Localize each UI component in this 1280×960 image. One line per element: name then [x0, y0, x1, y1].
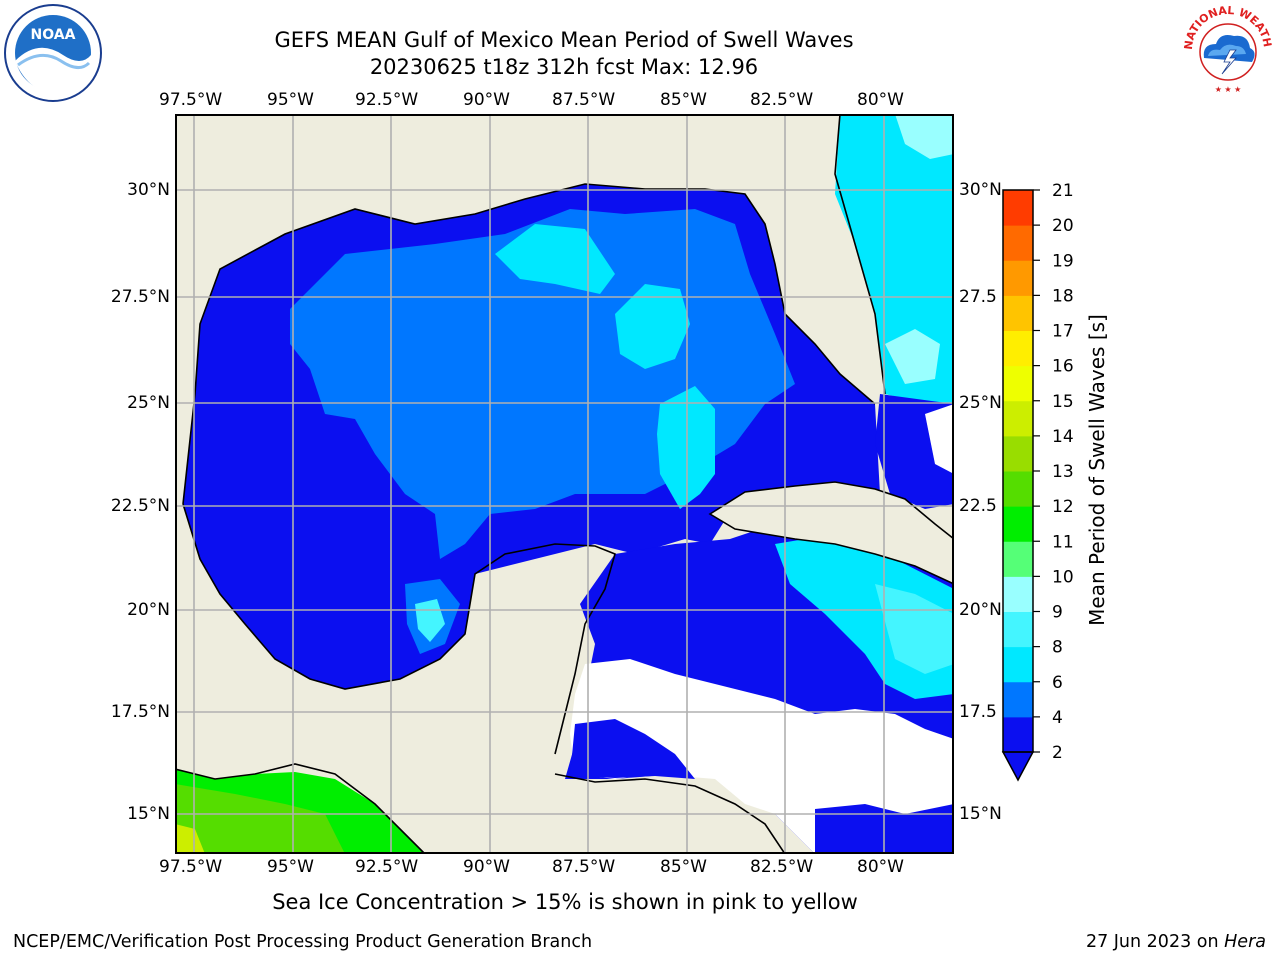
colorbar-label: Mean Period of Swell Waves [s] — [1085, 314, 1109, 626]
lat-label-right: 20°N — [959, 600, 1002, 620]
lon-label-top: 85°W — [660, 90, 707, 110]
colorbar-segment — [1003, 190, 1033, 226]
lon-label-bottom: 82.5°W — [750, 857, 814, 877]
colorbar-tick-label: 9 — [1052, 603, 1063, 623]
lon-label-bottom: 92.5°W — [355, 857, 419, 877]
footer-machine: Hera — [1224, 932, 1266, 952]
colorbar-tick-label: 2 — [1052, 743, 1063, 763]
lon-label-bottom: 95°W — [267, 857, 314, 877]
colorbar-segment — [1003, 506, 1033, 542]
footer-credit: NCEP/EMC/Verification Post Processing Pr… — [13, 932, 593, 952]
map-panel — [175, 114, 954, 854]
chart-title-line2: 20230625 t18z 312h fcst Max: 12.96 — [369, 55, 759, 79]
noaa-logo-text: NOAA — [31, 27, 76, 43]
atlantic-light — [895, 114, 954, 159]
colorbar-segment — [1003, 365, 1033, 402]
gulf-cyan-east — [615, 284, 690, 369]
gulf-cyan-north — [495, 224, 615, 294]
lon-label-top: 90°W — [463, 90, 510, 110]
colorbar-segment — [1003, 716, 1033, 753]
colorbar-segment — [1003, 330, 1033, 367]
footer-date: 27 Jun 2023 on Hera — [1086, 932, 1266, 952]
lat-label-left: 17.5°N — [110, 702, 170, 722]
lat-label-left: 22.5°N — [110, 496, 170, 516]
sea-ice-note: Sea Ice Concentration > 15% is shown in … — [272, 890, 858, 914]
caribbean-blue-b — [570, 719, 695, 779]
lon-label-bottom: 80°W — [857, 857, 904, 877]
colorbar-tick-label: 13 — [1052, 462, 1074, 482]
colorbar-segment — [1003, 400, 1033, 437]
lon-label-top: 87.5°W — [552, 90, 616, 110]
lat-label-right: 27.5 — [959, 287, 997, 307]
colorbar-tick-label: 19 — [1052, 251, 1074, 271]
pacific-yellow — [175, 824, 205, 854]
lon-label-top: 92.5°W — [355, 90, 419, 110]
colorbar-tick-label: 16 — [1052, 357, 1074, 377]
lat-label-right: 22.5 — [959, 496, 997, 516]
colorbar-segments — [1003, 190, 1033, 753]
colorbar-segment — [1003, 576, 1033, 612]
lon-label-top: 82.5°W — [750, 90, 814, 110]
lat-label-left: 25°N — [127, 393, 170, 413]
colorbar-segment — [1003, 225, 1033, 261]
colorbar-segment — [1003, 681, 1033, 718]
lat-label-left: 30°N — [127, 180, 170, 200]
coastline-florida-east — [834, 114, 886, 395]
colorbar-segment — [1003, 646, 1033, 683]
gulf-cyan-south — [657, 386, 715, 509]
lon-label-top: 97.5°W — [159, 90, 223, 110]
noaa-logo: NOAA — [4, 4, 102, 102]
lon-label-bottom: 97.5°W — [159, 857, 223, 877]
straits-white — [925, 404, 954, 474]
colorbar-tick-label: 20 — [1052, 216, 1074, 236]
lat-label-left: 20°N — [127, 600, 170, 620]
colorbar-tick-label: 15 — [1052, 392, 1074, 412]
lat-label-left: 15°N — [127, 804, 170, 824]
colorbar-segment — [1003, 260, 1033, 296]
lon-label-bottom: 90°W — [463, 857, 510, 877]
colorbar-segment — [1003, 541, 1033, 577]
atlantic-light-2 — [885, 329, 940, 384]
colorbar-segment — [1003, 611, 1033, 648]
graticule — [175, 114, 954, 854]
footer-date-text: 27 Jun 2023 on — [1085, 932, 1225, 952]
colorbar-tick-label: 10 — [1052, 567, 1074, 587]
svg-text:★ ★ ★: ★ ★ ★ — [1215, 85, 1242, 94]
colorbar-extend-triangle — [1001, 751, 1035, 782]
lon-label-top: 80°W — [857, 90, 904, 110]
colorbar-tick-label: 21 — [1052, 181, 1074, 201]
colorbar-tick-label: 8 — [1052, 638, 1063, 658]
colorbar-tick-label: 4 — [1052, 708, 1063, 728]
lat-label-right: 15°N — [959, 804, 1002, 824]
lon-label-bottom: 87.5°W — [552, 857, 616, 877]
colorbar-tick-label: 14 — [1052, 427, 1074, 447]
coastline-central-america — [554, 773, 786, 854]
lat-label-right: 25°N — [959, 393, 1002, 413]
colorbar-segment — [1003, 295, 1033, 331]
chart-title-line1: GEFS MEAN Gulf of Mexico Mean Period of … — [274, 28, 854, 52]
colorbar-ticks: 2 4 6 8 9 10 11 12 13 14 15 16 17 18 19 20 21 — [1033, 181, 1074, 763]
colorbar-tick-label: 6 — [1052, 673, 1063, 693]
lat-label-right: 30°N — [959, 180, 1002, 200]
colorbar: 2 4 6 8 9 10 11 12 13 14 15 16 17 18 19 20 21 — [1001, 181, 1074, 782]
lon-label-bottom: 85°W — [660, 857, 707, 877]
colorbar-tick-label: 11 — [1052, 532, 1074, 552]
colorbar-segment — [1003, 435, 1033, 472]
cuba-land — [708, 481, 954, 585]
colorbar-tick-label: 17 — [1052, 322, 1074, 342]
coastline-pacific — [175, 763, 426, 854]
nws-logo: NATIONAL WEATHER SERVICE ★ ★ ★ — [1178, 0, 1275, 97]
lat-label-left: 27.5°N — [110, 287, 170, 307]
lat-label-right: 17.5 — [959, 702, 997, 722]
colorbar-tick-label: 12 — [1052, 497, 1074, 517]
lon-label-top: 95°W — [267, 90, 314, 110]
caribbean-light-east — [875, 584, 954, 674]
colorbar-tick-label: 18 — [1052, 286, 1074, 306]
colorbar-segment — [1003, 471, 1033, 507]
pacific-green-dark — [175, 784, 345, 854]
map-frame — [175, 114, 954, 854]
